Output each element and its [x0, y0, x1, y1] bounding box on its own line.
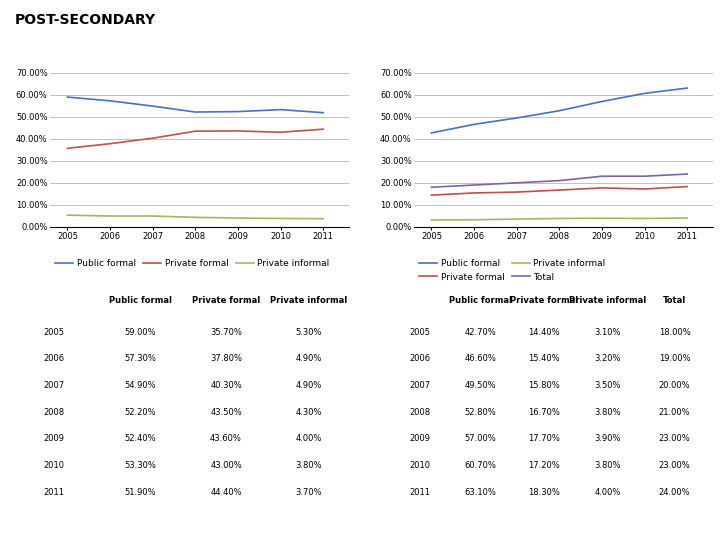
- Text: 17.20%: 17.20%: [528, 461, 560, 470]
- Text: 35.70%: 35.70%: [210, 327, 242, 336]
- Text: 2008: 2008: [410, 408, 431, 417]
- Text: 4.00%: 4.00%: [595, 488, 621, 497]
- Text: 17.70%: 17.70%: [528, 434, 560, 443]
- Text: Public formal: Public formal: [449, 296, 512, 305]
- Text: 59.00%: 59.00%: [125, 327, 156, 336]
- Text: 63.10%: 63.10%: [464, 488, 497, 497]
- Text: 43.60%: 43.60%: [210, 434, 242, 443]
- Text: 52.80%: 52.80%: [464, 408, 496, 417]
- Text: 16.70%: 16.70%: [528, 408, 560, 417]
- Text: 20.00%: 20.00%: [659, 381, 690, 390]
- Text: 57.30%: 57.30%: [125, 354, 156, 363]
- Text: 43.00%: 43.00%: [210, 461, 242, 470]
- Text: 3.90%: 3.90%: [595, 434, 621, 443]
- Text: 2011: 2011: [44, 488, 65, 497]
- Text: 44.40%: 44.40%: [210, 488, 242, 497]
- Text: 24.00%: 24.00%: [659, 488, 690, 497]
- Text: 2006: 2006: [44, 354, 65, 363]
- Text: 15.40%: 15.40%: [528, 354, 560, 363]
- Text: 2009: 2009: [410, 434, 431, 443]
- Text: 46.60%: 46.60%: [464, 354, 497, 363]
- Text: 51.90%: 51.90%: [125, 488, 156, 497]
- Text: 5.30%: 5.30%: [295, 327, 322, 336]
- Text: 54.90%: 54.90%: [125, 381, 156, 390]
- Text: 52.40%: 52.40%: [125, 434, 156, 443]
- Text: 43.50%: 43.50%: [210, 408, 242, 417]
- Text: 4.90%: 4.90%: [296, 354, 322, 363]
- Text: Private informal: Private informal: [570, 296, 647, 305]
- Text: Private informal: Private informal: [270, 296, 347, 305]
- Text: 19.00%: 19.00%: [659, 354, 690, 363]
- Text: 3.80%: 3.80%: [595, 461, 621, 470]
- Text: Private formal: Private formal: [510, 296, 578, 305]
- Text: 52.20%: 52.20%: [125, 408, 156, 417]
- Text: 2005: 2005: [44, 327, 65, 336]
- Text: 42.70%: 42.70%: [464, 327, 496, 336]
- Text: 4.90%: 4.90%: [296, 381, 322, 390]
- Text: 4.00%: 4.00%: [296, 434, 322, 443]
- Text: 2006: 2006: [410, 354, 431, 363]
- Text: 3.70%: 3.70%: [295, 488, 322, 497]
- Text: 49.50%: 49.50%: [464, 381, 496, 390]
- Text: 3.80%: 3.80%: [295, 461, 322, 470]
- Text: 23.00%: 23.00%: [659, 461, 690, 470]
- Text: 23.00%: 23.00%: [659, 434, 690, 443]
- Text: 14.40%: 14.40%: [528, 327, 560, 336]
- Text: 18.00%: 18.00%: [659, 327, 690, 336]
- Text: 2009: 2009: [44, 434, 65, 443]
- Text: 2007: 2007: [410, 381, 431, 390]
- Text: 3.80%: 3.80%: [595, 408, 621, 417]
- Text: 37.80%: 37.80%: [210, 354, 242, 363]
- Legend: Public formal, Private formal, Private informal: Public formal, Private formal, Private i…: [55, 259, 330, 268]
- Text: Total: Total: [663, 296, 686, 305]
- Text: 2010: 2010: [410, 461, 431, 470]
- Text: 4.30%: 4.30%: [295, 408, 322, 417]
- Text: 3.50%: 3.50%: [595, 381, 621, 390]
- Text: 60.70%: 60.70%: [464, 461, 497, 470]
- Text: Public formal: Public formal: [109, 296, 171, 305]
- Text: 15.80%: 15.80%: [528, 381, 560, 390]
- Text: 18.30%: 18.30%: [528, 488, 560, 497]
- Text: 2007: 2007: [44, 381, 65, 390]
- Text: 3.10%: 3.10%: [595, 327, 621, 336]
- Text: 57.00%: 57.00%: [464, 434, 496, 443]
- Text: 2010: 2010: [44, 461, 65, 470]
- Text: 2008: 2008: [44, 408, 65, 417]
- Text: POST-SECONDARY: POST-SECONDARY: [14, 14, 156, 28]
- Text: 40.30%: 40.30%: [210, 381, 242, 390]
- Text: 3.20%: 3.20%: [595, 354, 621, 363]
- Legend: Public formal, Private formal, Private informal, Total: Public formal, Private formal, Private i…: [419, 259, 606, 281]
- Text: 53.30%: 53.30%: [125, 461, 156, 470]
- Text: 21.00%: 21.00%: [659, 408, 690, 417]
- Text: Private formal: Private formal: [192, 296, 260, 305]
- Text: 2005: 2005: [410, 327, 431, 336]
- Text: 2011: 2011: [410, 488, 431, 497]
